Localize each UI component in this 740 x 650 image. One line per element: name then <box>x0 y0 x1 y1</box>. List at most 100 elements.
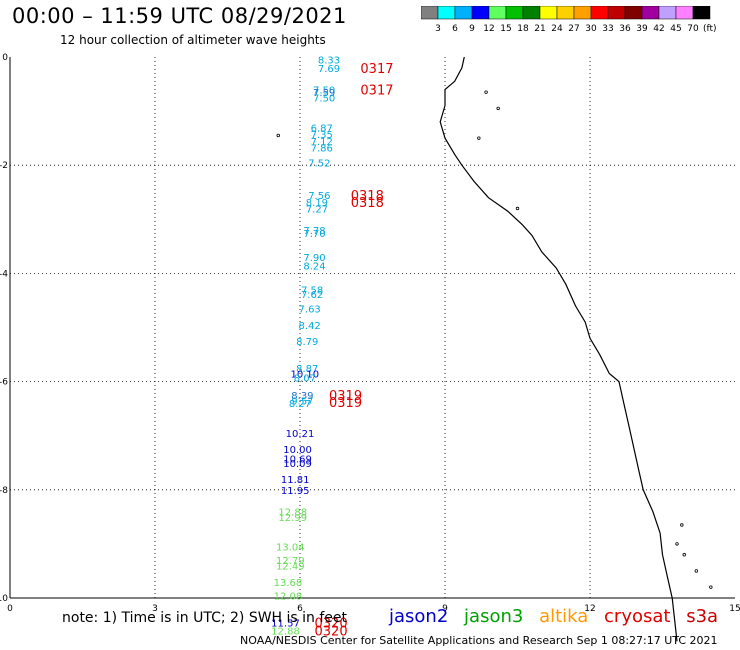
y-tick-label: -8 <box>0 486 8 496</box>
wave-height-label: 6.87 <box>311 123 333 134</box>
colorbar-tick-label: 6 <box>452 24 458 34</box>
x-tick-label: 9 <box>442 604 448 614</box>
colorbar-tick-label: 18 <box>517 24 529 34</box>
color-scale-bar: 3 6 9 12 15 18 21 24 27 30 33 36 39 42 45 70 (ft) <box>421 6 717 34</box>
colorbar-tick-label: 30 <box>585 24 597 34</box>
credits-footer: NOAA/NESDIS Center for Satellite Applica… <box>240 634 718 647</box>
chart-subtitle: 12 hour collection of altimeter wave hei… <box>60 33 326 47</box>
legend-jason2: jason2 <box>389 606 449 627</box>
colorbar-tick-label: 70 <box>687 24 699 34</box>
wave-height-label: 7.70 <box>303 229 325 240</box>
island <box>694 569 699 573</box>
pass-time-label: 0318 <box>351 196 384 211</box>
wave-height-label: 10.09 <box>283 459 312 470</box>
wave-height-label: 8.87 <box>296 364 318 375</box>
wave-height-label: 10.00 <box>283 445 312 456</box>
pass-time-label: 0320 <box>315 624 348 639</box>
wave-height-label: 10.10 <box>291 369 320 380</box>
wave-height-label: 7.86 <box>311 143 333 154</box>
legend-s3a: s3a <box>686 606 719 627</box>
pass-time-label: 0317 <box>360 83 393 98</box>
wave-height-label: 13.04 <box>276 543 305 554</box>
chart-title: 00:00 – 11:59 UTC 08/29/2021 <box>12 4 347 28</box>
wave-height-label: 9.57 <box>291 397 313 408</box>
pass-time-label: 0319 <box>329 389 362 404</box>
wave-height-label: 11.81 <box>281 475 310 486</box>
pass-time-label: 0319 <box>329 396 362 411</box>
colorbar-tick-label: 27 <box>568 24 579 34</box>
wave-height-label: 12.79 <box>276 556 305 567</box>
wave-height-label: 7.52 <box>308 158 330 169</box>
island <box>515 206 520 211</box>
wave-height-label: 7.35 <box>311 130 333 141</box>
pass-time-label: 0320 <box>315 616 348 631</box>
wave-height-label: 8.24 <box>303 261 325 272</box>
wave-height-label: 10.69 <box>283 454 312 465</box>
y-tick-label: -10 <box>0 594 8 604</box>
wave-height-label: 8.19 <box>306 198 328 209</box>
wave-height-label: 12.49 <box>276 562 305 573</box>
island <box>675 542 679 546</box>
wave-height-label: 7.78 <box>303 226 325 237</box>
x-tick-label: 3 <box>152 604 158 614</box>
island <box>709 585 713 589</box>
colorbar-tick-label: 33 <box>602 24 613 34</box>
wave-height-label: 7.50 <box>313 94 335 105</box>
colorbar-tick-label: 24 <box>551 24 563 34</box>
coastline <box>439 56 678 642</box>
wave-height-label: 11.95 <box>281 486 310 497</box>
colorbar-tick-label: 42 <box>653 24 664 34</box>
colorbar-tick-label: 12 <box>483 24 494 34</box>
x-tick-label: 6 <box>297 604 303 614</box>
island <box>484 90 488 94</box>
wave-height-label: 12.08 <box>274 591 303 602</box>
wave-height-label: 11.57 <box>271 618 300 629</box>
y-tick-label: 0 <box>2 53 8 63</box>
colorbar-tick-label: 3 <box>435 24 441 34</box>
colorbar-tick-label: 21 <box>534 24 545 34</box>
wave-height-label: 12.99 <box>278 513 307 524</box>
wave-height-label: 7.56 <box>308 191 330 202</box>
wave-height-label: 7.50 <box>313 85 335 96</box>
island <box>680 523 684 527</box>
wave-height-label: 8.33 <box>318 56 340 67</box>
wave-height-label: 13.68 <box>274 578 303 589</box>
x-tick-label: 0 <box>7 604 13 614</box>
island <box>496 106 500 111</box>
wave-height-label: 7.58 <box>301 286 323 297</box>
legend-altika: altika <box>539 606 589 627</box>
wave-height-label: 8.79 <box>296 337 318 348</box>
island <box>276 133 280 138</box>
pass-time-label: 0318 <box>351 189 384 204</box>
satellite-legend: jason2 jason3 altika cryosat s3a <box>389 606 728 627</box>
legend-jason3: jason3 <box>464 606 524 627</box>
colorbar-tick-label: 39 <box>636 24 648 34</box>
wave-height-label: 7.59 <box>313 88 335 99</box>
wave-height-label: 8.07 <box>294 373 316 384</box>
legend-cryosat: cryosat <box>604 606 671 627</box>
island <box>477 136 481 140</box>
colorbar-unit: (ft) <box>703 24 717 34</box>
island <box>682 553 686 557</box>
colorbar-tick-label: 45 <box>670 24 681 34</box>
x-tick-label: 12 <box>584 604 595 614</box>
wave-height-label: 8.42 <box>299 321 321 332</box>
y-tick-label: -4 <box>0 269 8 279</box>
wave-height-label: 7.69 <box>318 64 340 75</box>
x-tick-label: 15 <box>729 604 740 614</box>
wave-height-label: 8.27 <box>289 399 311 410</box>
wave-height-label: 7.63 <box>299 305 321 316</box>
y-tick-label: -2 <box>0 161 8 171</box>
time-swh-note: note: 1) Time is in UTC; 2) SWH is in fe… <box>62 610 348 626</box>
wave-height-label: 12.88 <box>271 626 300 637</box>
colorbar-tick-label: 15 <box>500 24 511 34</box>
pass-time-label: 0317 <box>360 62 393 77</box>
wave-height-label: 7.12 <box>311 137 333 148</box>
wave-height-label: 7.27 <box>306 204 328 215</box>
wave-height-label: 10.21 <box>286 429 315 440</box>
y-tick-label: -6 <box>0 378 8 388</box>
colorbar-swatch <box>692 6 711 20</box>
colorbar-tick-label: 36 <box>619 24 631 34</box>
